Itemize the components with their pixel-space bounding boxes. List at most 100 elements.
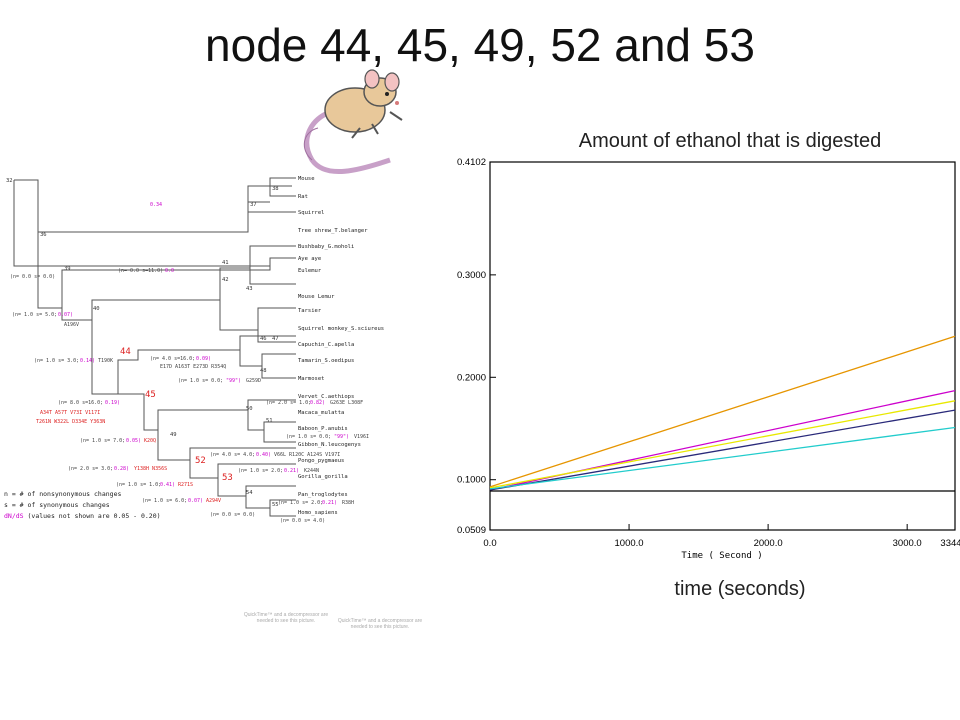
legend-dnds-key: dN/dS	[4, 512, 24, 520]
branch-annotation: (n= 0.0 s= 0.0)	[10, 274, 55, 280]
phylogenetic-tree: 32 36 38 37 39 40 41 42 43 46 47 48 49 5…	[4, 176, 384, 524]
leaf-label: Gorilla_gorilla	[298, 474, 348, 480]
leaf-label: Tamarin_S.oedipus	[298, 358, 354, 364]
node-label: 50	[246, 406, 253, 412]
quicktime-placeholder: QuickTime™ and a decompressor are needed…	[337, 618, 423, 630]
legend-s: s = # of synonymous changes	[4, 501, 110, 509]
leaf-label: Vervet_C.aethiops	[298, 394, 354, 400]
branch-annotation: 0.09)	[196, 356, 211, 362]
leaf-label: Homo_sapiens	[298, 510, 338, 516]
branch-annotation: (n= 1.0 s= 3.0;	[34, 358, 79, 364]
y-ticks: 0.0509 0.1000 0.2000 0.3000 0.4102	[457, 157, 496, 536]
branch-annotation: "99")	[334, 434, 349, 440]
branch-annotation: (n= 4.0 s=16.0;	[150, 356, 195, 362]
branch-annotation: (n= 1.0 s= 2.0;	[278, 500, 323, 506]
chart-title: Amount of ethanol that is digested	[578, 130, 882, 152]
branch-annotation: 0.21)	[284, 468, 299, 474]
branch-annotation: E17D A163T E273D R354Q	[160, 364, 226, 370]
branch-annotation: G263E L308F	[330, 400, 363, 406]
branch-annotation: 0.41)	[160, 482, 175, 488]
leaf-label: Gibbon_N.leucogenys	[298, 442, 361, 448]
x-tick-label: 1000.0	[615, 538, 644, 549]
node-label: 54	[246, 490, 253, 496]
branch-annotation: K244N	[304, 468, 319, 474]
node-label: 37	[250, 202, 257, 208]
node-label: 41	[222, 260, 229, 266]
leaf-label: Tree shrew_T.belanger	[298, 228, 368, 234]
node-label: 48	[260, 368, 267, 374]
x-tick-label: 0.0	[483, 538, 496, 549]
y-tick-label: 0.3000	[457, 270, 486, 281]
branch-annotation: (n= 1.0 s= 5.0;	[12, 312, 57, 318]
branch-annotation: 0.07)	[188, 498, 203, 504]
x-tick-label: 2000.0	[754, 538, 783, 549]
branch-annotation: R38H	[342, 500, 354, 506]
branch-annotation: "99")	[226, 378, 241, 384]
node-label: 39	[64, 266, 71, 272]
branch-annotation: (n= 1.0 s= 0.0;	[286, 434, 331, 440]
branch-annotation: A196V	[64, 322, 79, 328]
branch-annotation: (n= 1.0 s= 1.0;	[116, 482, 161, 488]
node-label: 51	[266, 418, 273, 424]
branch-annotation: V66L R120C A124S V197I	[274, 452, 340, 458]
series-lines	[489, 335, 956, 492]
x-tick-label: 3000.0	[893, 538, 922, 549]
leaf-label: Eulemur	[298, 268, 322, 274]
branch-annotation: 0.19)	[105, 400, 120, 406]
node-label: 40	[93, 306, 100, 312]
branch-annotation: T190K	[98, 358, 113, 364]
node-label: 36	[40, 232, 47, 238]
legend-n: n = # of nonsynonymous changes	[4, 490, 121, 498]
leaf-label: Squirrel monkey_S.sciureus	[298, 326, 384, 332]
y-tick-label: 0.2000	[457, 372, 486, 383]
highlight-node-53: 53	[222, 473, 233, 483]
leaf-label: Baboon_P.anubis	[298, 426, 348, 432]
highlight-node-52: 52	[195, 456, 206, 466]
leaf-label: Tarsier	[298, 308, 322, 314]
branch-annotation: 0.21)	[322, 500, 337, 506]
leaf-label: Capuchin_C.apella	[298, 342, 354, 348]
y-tick-label: 0.4102	[457, 157, 486, 168]
branch-annotation: 0.14)	[80, 358, 95, 364]
branch-annotation: (n= 1.0 s= 0.0;	[178, 378, 223, 384]
series-line-2	[489, 400, 956, 489]
tree-branches	[13, 177, 296, 517]
plot-frame	[489, 161, 956, 531]
branch-annotation: (n= 0.0 s= 4.0)	[280, 518, 325, 524]
branch-annotation: (n= 0.0 s=11.0)	[118, 268, 163, 274]
branch-annotation: 0.28)	[114, 466, 129, 472]
branch-annotation: 0.82)	[310, 400, 325, 406]
node-label: 42	[222, 277, 229, 283]
node-label: 47	[272, 336, 279, 342]
highlight-node-45: 45	[145, 390, 156, 400]
branch-annotation: A34T A57T V73I V117I	[40, 410, 100, 416]
node-label: 55	[272, 502, 279, 508]
leaf-label: Pan_troglodytes	[298, 492, 348, 498]
branch-annotation: (n= 2.0 s= 1.0;	[266, 400, 311, 406]
leaf-label: Pongo_pygmaeus	[298, 458, 344, 464]
x-axis-caption: time (seconds)	[674, 578, 806, 600]
branch-annotation: 0.0	[165, 268, 174, 274]
x-tick-label: 3344	[940, 538, 960, 549]
slide-title: node 44, 45, 49, 52 and 53	[205, 19, 755, 71]
leaf-label: Aye aye	[298, 256, 321, 262]
branch-annotation: 0.34	[150, 202, 162, 208]
legend-dnds: dN/dS (values not shown are 0.05 - 0.20)	[4, 512, 161, 520]
branch-annotation: (n= 8.0 s=16.0;	[58, 400, 103, 406]
y-tick-label: 0.1000	[457, 475, 486, 486]
node-label: 49	[170, 432, 177, 438]
series-line-0	[489, 335, 956, 488]
node-label: 43	[246, 286, 253, 292]
y-tick-label: 0.0509	[457, 525, 486, 536]
branch-annotation: (n= 1.0 s= 7.0;	[80, 438, 125, 444]
leaf-label: Rat	[298, 194, 308, 200]
branch-annotation: 0.05)	[126, 438, 141, 444]
leaf-label: Squirrel	[298, 210, 325, 216]
branch-annotation: Y138H N356S	[134, 466, 167, 472]
x-ticks: 0.0 1000.0 2000.0 3000.0 3344	[483, 524, 960, 549]
branch-annotation: G259D	[246, 378, 261, 384]
branch-annotation: V196I	[354, 434, 369, 440]
series-line-4	[489, 426, 956, 490]
highlight-node-44: 44	[120, 347, 131, 357]
